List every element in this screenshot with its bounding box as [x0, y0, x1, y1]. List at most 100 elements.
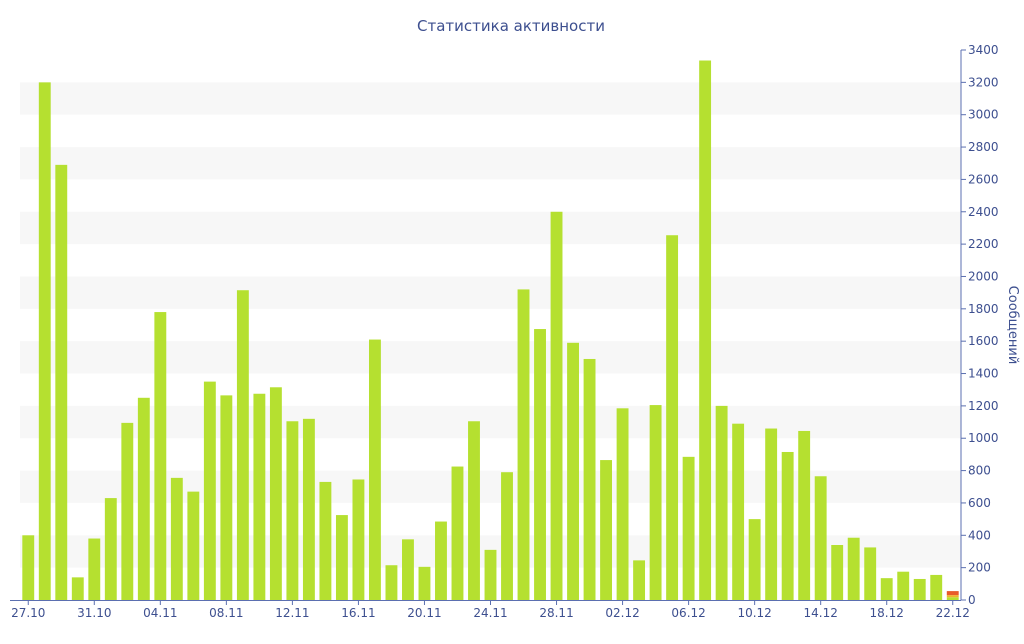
- y-tick-label: 2200: [968, 237, 999, 251]
- bar: [781, 451, 794, 600]
- y-tick-label: 0: [968, 593, 976, 607]
- y-tick-label: 2000: [968, 269, 999, 283]
- bar: [418, 566, 431, 600]
- x-tick-label: 14.12: [803, 606, 837, 620]
- bar: [550, 211, 563, 600]
- bar: [22, 535, 35, 600]
- grid-band: [20, 211, 961, 245]
- y-tick-label: 2400: [968, 205, 999, 219]
- bar: [71, 577, 84, 600]
- bar: [814, 476, 827, 600]
- x-tick-label: 28.11: [539, 606, 573, 620]
- bar-segment: [946, 591, 959, 596]
- y-tick-label: 400: [968, 528, 991, 542]
- bar: [55, 164, 68, 600]
- y-tick-label: 2600: [968, 172, 999, 186]
- bar: [335, 515, 348, 600]
- bar: [402, 539, 414, 600]
- bar: [484, 549, 497, 600]
- bar: [286, 421, 299, 600]
- x-tick-label: 04.11: [143, 606, 177, 620]
- bar: [468, 421, 480, 600]
- bar: [137, 397, 150, 600]
- grid-band: [20, 276, 961, 309]
- y-axis: 0 200 400 600 800 1000 1200 1400 1600 1800 2000 220…: [960, 43, 999, 607]
- bar: [236, 290, 249, 600]
- bar: [534, 329, 546, 600]
- x-tick-label: 27.10: [11, 606, 45, 620]
- chart-title: Статистика активности: [417, 17, 605, 35]
- x-tick-label: 12.11: [275, 606, 309, 620]
- bar: [699, 60, 712, 600]
- bar: [319, 481, 332, 600]
- bar: [269, 387, 282, 600]
- bar: [567, 342, 579, 600]
- bar: [715, 405, 728, 600]
- bar: [220, 395, 233, 600]
- bar: [765, 428, 778, 600]
- bar: [616, 408, 629, 600]
- bar: [170, 477, 183, 600]
- x-tick-label: 20.11: [407, 606, 441, 620]
- bar: [121, 422, 134, 600]
- bar: [435, 521, 447, 600]
- bar: [501, 472, 513, 600]
- bar: [154, 312, 167, 600]
- bar-series: [22, 60, 959, 600]
- bar: [253, 393, 266, 600]
- bar: [930, 574, 943, 600]
- bar: [385, 565, 398, 600]
- bar: [682, 456, 695, 600]
- y-tick-label: 2800: [968, 140, 999, 154]
- y-tick-label: 1200: [968, 399, 999, 413]
- bar: [847, 537, 860, 600]
- bar: [864, 547, 877, 600]
- grid-band: [20, 341, 961, 374]
- x-tick-label: 22.12: [936, 606, 970, 620]
- y-tick-label: 200: [968, 561, 991, 575]
- x-tick-label: 24.11: [473, 606, 507, 620]
- y-tick-label: 1600: [968, 334, 999, 348]
- x-tick-label: 08.11: [209, 606, 243, 620]
- bar: [104, 498, 117, 600]
- bar-segment: [946, 595, 959, 598]
- y-tick-label: 3200: [968, 75, 999, 89]
- bar: [88, 538, 101, 600]
- y-tick-label: 3000: [968, 108, 999, 122]
- x-tick-label: 16.11: [341, 606, 375, 620]
- y-tick-label: 800: [968, 464, 991, 478]
- bar: [352, 479, 365, 600]
- bar: [880, 578, 893, 600]
- y-tick-label: 1000: [968, 431, 999, 445]
- bar: [732, 423, 745, 600]
- y-axis-label: Сообщений: [1005, 286, 1020, 365]
- x-tick-label: 06.12: [671, 606, 705, 620]
- bar: [203, 381, 216, 600]
- x-tick-label: 02.12: [605, 606, 639, 620]
- bar: [666, 235, 679, 600]
- y-tick-label: 1800: [968, 302, 999, 316]
- grid-band: [20, 82, 961, 115]
- bar: [302, 418, 315, 600]
- grid-band: [20, 147, 961, 180]
- bar: [649, 405, 662, 600]
- bar: [600, 460, 613, 600]
- bar: [913, 578, 926, 600]
- x-tick-label: 31.10: [77, 606, 111, 620]
- bar: [38, 82, 51, 600]
- bar: [831, 545, 844, 600]
- bar: [633, 560, 646, 600]
- bar: [517, 289, 530, 600]
- bar: [368, 339, 381, 600]
- x-axis: 27.10 31.10 04.11 08.11 12.11 16.11 20.11 24.11…: [10, 600, 970, 620]
- bar: [897, 571, 910, 600]
- bar: [187, 491, 200, 600]
- bar: [748, 519, 761, 600]
- y-tick-label: 600: [968, 496, 991, 510]
- bar: [946, 591, 959, 600]
- bar-segment: [946, 597, 959, 600]
- x-tick-label: 10.12: [737, 606, 771, 620]
- bar: [451, 466, 464, 600]
